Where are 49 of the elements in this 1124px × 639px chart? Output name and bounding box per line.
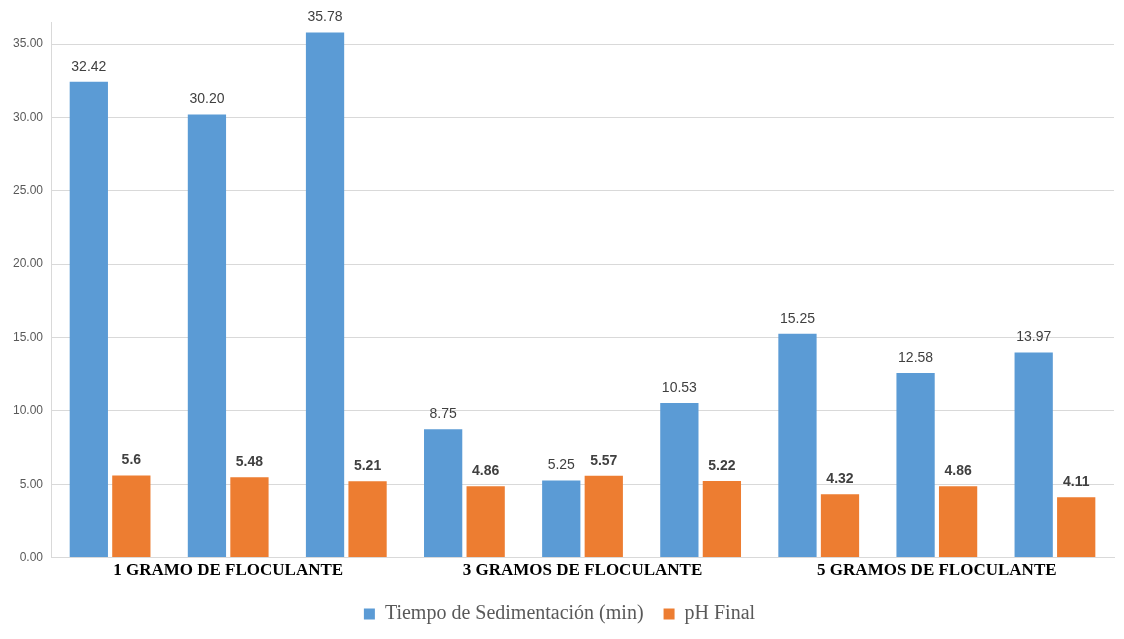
y-tick-label: 10.00 [13, 403, 44, 418]
bar [305, 32, 345, 558]
data-label: 12.58 [898, 348, 934, 365]
data-label: 5.21 [353, 457, 382, 474]
x-tick-label: 5 GRAMOS DE FLOCULANTE [817, 560, 1057, 580]
bar [112, 475, 151, 558]
bar [1014, 352, 1053, 558]
y-tick-label: 30.00 [13, 109, 44, 124]
data-label: 5.22 [708, 456, 736, 473]
x-tick-label: 3 GRAMOS DE FLOCULANTE [462, 560, 703, 580]
data-label: 5.48 [235, 453, 264, 470]
data-label: 5.6 [121, 451, 142, 468]
bar [896, 373, 935, 558]
bar [187, 114, 227, 558]
y-tick-label: 35.00 [13, 36, 44, 51]
data-label: 4.86 [944, 462, 972, 479]
y-tick-label: 5.00 [19, 476, 44, 491]
legend-label: Tiempo de Sedimentación (min) [384, 601, 644, 625]
bar [466, 486, 505, 558]
bar [660, 403, 699, 558]
x-tick-label: 1 GRAMO DE FLOCULANTE [113, 560, 344, 580]
bar [348, 481, 387, 558]
bar [702, 481, 742, 558]
bar [778, 333, 817, 558]
data-label: 13.97 [1016, 328, 1052, 345]
bar [69, 81, 108, 558]
bar [542, 480, 581, 558]
data-label: 4.32 [826, 470, 854, 487]
bar [820, 494, 860, 558]
data-label: 4.11 [1062, 473, 1090, 490]
data-label: 8.75 [429, 405, 457, 422]
bar [1057, 497, 1096, 558]
bar [230, 477, 269, 558]
data-label: 5.57 [590, 451, 618, 468]
y-tick-label: 15.00 [13, 329, 44, 344]
bar [584, 475, 623, 558]
data-label: 32.42 [71, 57, 107, 74]
data-label: 15.25 [779, 309, 816, 326]
y-tick-label: 0.00 [19, 549, 44, 564]
bar [938, 486, 978, 558]
data-label: 5.25 [547, 456, 576, 473]
y-tick-label: 20.00 [13, 256, 44, 271]
data-label: 10.53 [661, 378, 698, 395]
data-label: 4.86 [472, 462, 500, 479]
bar [424, 429, 463, 558]
data-label: 35.78 [307, 8, 343, 25]
data-label: 30.20 [189, 90, 225, 107]
legend-label: pH Final [684, 601, 756, 625]
y-tick-label: 25.00 [13, 183, 44, 198]
